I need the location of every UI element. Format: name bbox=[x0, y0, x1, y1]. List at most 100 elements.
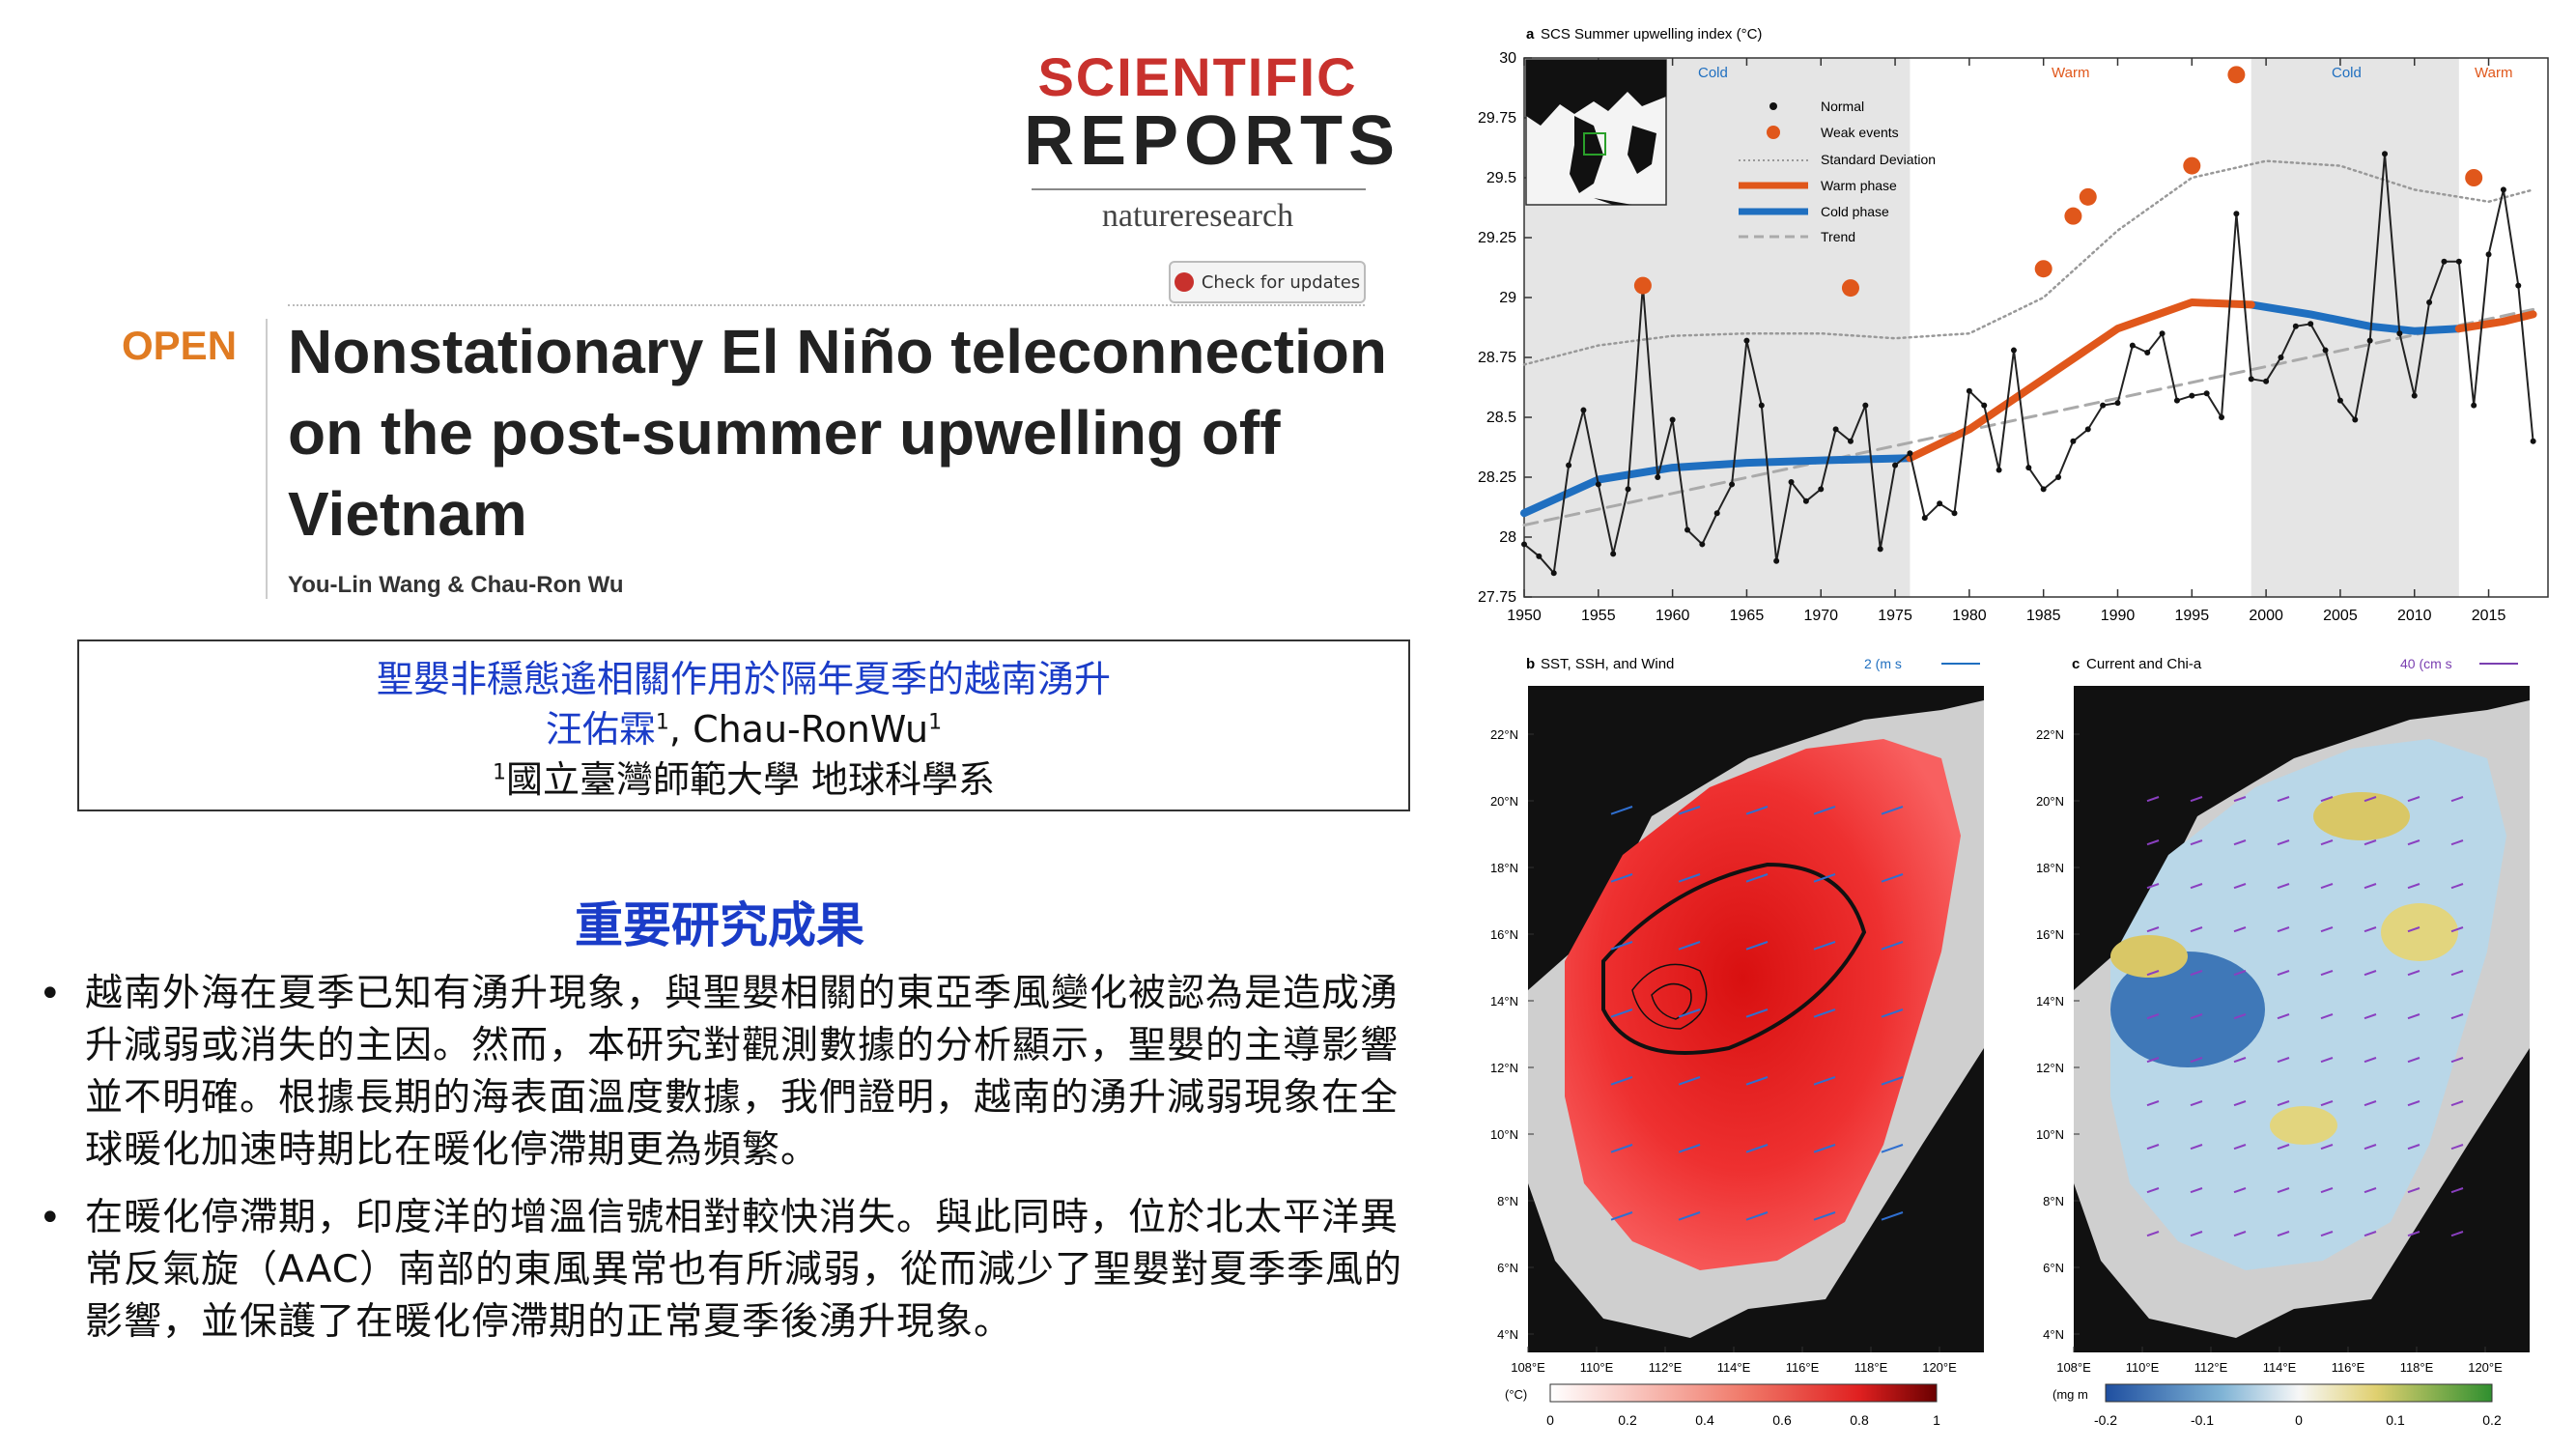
colorbar-tick-label: 0.2 bbox=[1618, 1412, 1637, 1428]
vector-arrow bbox=[2364, 883, 2377, 890]
vector-arrow bbox=[2364, 1057, 2377, 1064]
lat-tick-label: 6°N bbox=[1497, 1261, 1518, 1275]
upwelling-index-chart: a SCS Summer upwelling index (°C) Cold W… bbox=[1478, 26, 2549, 624]
y-tick-label: 28 bbox=[1499, 529, 1516, 546]
study-region-box bbox=[1583, 132, 1606, 156]
y-tick-label: 28.25 bbox=[1478, 469, 1516, 486]
normal-point bbox=[1566, 462, 1572, 469]
vector-arrow bbox=[1610, 873, 1633, 883]
lat-tick-label: 8°N bbox=[1497, 1194, 1518, 1208]
normal-point bbox=[2530, 438, 2536, 444]
y-tick-label: 27.75 bbox=[1478, 589, 1516, 606]
x-tick-label: 1980 bbox=[1952, 608, 1987, 624]
weak-event-point bbox=[2079, 187, 2097, 206]
open-access-label: OPEN bbox=[122, 323, 238, 368]
vector-arrow bbox=[1678, 1211, 1701, 1221]
panel-b-title: SST, SSH, and Wind bbox=[1541, 656, 1674, 672]
vector-arrow bbox=[1678, 941, 1701, 951]
legend-weak-events: Weak events bbox=[1821, 125, 1899, 140]
normal-point bbox=[2144, 350, 2151, 356]
y-tick-label: 29.25 bbox=[1478, 230, 1516, 246]
colorbar-tick-label: 0 bbox=[1546, 1412, 1554, 1428]
vector-arrow bbox=[1678, 1144, 1701, 1153]
normal-point bbox=[2426, 298, 2433, 305]
colorbar-tick-label: 0 bbox=[2295, 1412, 2303, 1428]
vector-arrow bbox=[1813, 941, 1836, 951]
vector-arrow bbox=[2277, 970, 2290, 977]
vector-arrow bbox=[2407, 1231, 2420, 1237]
y-tick-label: 30 bbox=[1499, 50, 1516, 67]
vector-arrow bbox=[2320, 1187, 2334, 1194]
vector-arrow bbox=[2407, 1057, 2420, 1064]
series-line-cold-phase bbox=[2247, 300, 2463, 335]
normal-point bbox=[2055, 474, 2062, 480]
vector-arrow bbox=[2450, 926, 2464, 933]
vector-arrow bbox=[1678, 1009, 1701, 1018]
x-tick-label: 1995 bbox=[2175, 608, 2210, 624]
normal-point bbox=[1669, 416, 1676, 423]
series-line-cold-phase bbox=[1520, 454, 1914, 518]
vector-arrow bbox=[2146, 1057, 2160, 1064]
normal-point bbox=[2129, 342, 2136, 349]
x-tick-label: 2010 bbox=[2397, 608, 2432, 624]
normal-point bbox=[2248, 376, 2254, 383]
vector-arrow bbox=[2190, 883, 2203, 890]
lat-tick-label: 4°N bbox=[2043, 1327, 2064, 1342]
journal-logo-line2: REPORTS bbox=[1024, 102, 1401, 180]
series-line-trend bbox=[1522, 307, 2535, 527]
vector-arrow bbox=[2407, 839, 2420, 846]
vector-arrow bbox=[2320, 883, 2334, 890]
vector-arrow bbox=[1610, 1009, 1633, 1018]
vector-arrow bbox=[2364, 1100, 2377, 1107]
vector-arrow bbox=[2450, 1057, 2464, 1064]
normal-point bbox=[1684, 526, 1690, 533]
colorbar-tick-label: 0.2 bbox=[2482, 1412, 2502, 1428]
lon-tick-label: 118°E bbox=[2400, 1360, 2434, 1375]
check-updates-button[interactable]: Check for updates bbox=[1169, 261, 1366, 303]
vector-arrow bbox=[2146, 883, 2160, 890]
lat-tick-label: 18°N bbox=[1490, 861, 1518, 875]
vector-arrow bbox=[2190, 926, 2203, 933]
vector-arrow bbox=[2364, 1013, 2377, 1020]
vector-arrow bbox=[1745, 873, 1769, 883]
y-tick-label: 29.75 bbox=[1478, 110, 1516, 127]
publisher-name: natureresearch bbox=[1101, 198, 1294, 234]
phase-label-warm-1: Warm bbox=[2052, 65, 2089, 81]
normal-point bbox=[1996, 467, 2002, 473]
vector-arrow bbox=[2277, 883, 2290, 890]
y-tick-label: 29.5 bbox=[1486, 170, 1516, 186]
normal-point bbox=[2441, 258, 2448, 265]
vector-arrow bbox=[2450, 1187, 2464, 1194]
vector-arrow bbox=[1881, 1009, 1904, 1018]
vector-arrow bbox=[2277, 1013, 2290, 1020]
lon-tick-label: 116°E bbox=[2332, 1360, 2365, 1375]
vector-arrow bbox=[2146, 1100, 2160, 1107]
bullet-icon: • bbox=[39, 972, 62, 1016]
x-tick-label: 1950 bbox=[1507, 608, 1542, 624]
x-tick-label: 1970 bbox=[1803, 608, 1838, 624]
x-tick-label: 2015 bbox=[2472, 608, 2506, 624]
normal-point bbox=[2396, 330, 2403, 337]
vector-arrow bbox=[2407, 1013, 2420, 1020]
normal-point bbox=[2173, 397, 2180, 404]
vector-arrow bbox=[2146, 926, 2160, 933]
weak-event-point bbox=[2183, 156, 2201, 175]
legend-std: Standard Deviation bbox=[1821, 152, 1936, 167]
chinese-title: 聖嬰非穩態遙相關作用於隔年夏季的越南湧升 bbox=[376, 658, 1111, 700]
vector-arrow bbox=[2277, 839, 2290, 846]
colorbar-tick-label: 0.1 bbox=[2386, 1412, 2405, 1428]
normal-point bbox=[2336, 397, 2343, 404]
normal-point bbox=[2322, 347, 2329, 354]
vector-arrow bbox=[2233, 970, 2247, 977]
vector-arrow bbox=[2190, 839, 2203, 846]
x-tick-label: 1965 bbox=[1730, 608, 1765, 624]
vector-arrow bbox=[2450, 839, 2464, 846]
legend-warm-phase: Warm phase bbox=[1821, 178, 1897, 193]
vector-arrow bbox=[2320, 1057, 2334, 1064]
vector-arrow bbox=[2233, 1231, 2247, 1237]
panel-a-label: a bbox=[1526, 26, 1535, 43]
sst-ssh-wind-map: b SST, SSH, and Wind 2 (m s 22°N20°N18°N… bbox=[1490, 656, 1984, 1428]
vector-arrow bbox=[1745, 941, 1769, 951]
x-tick-label: 1990 bbox=[2101, 608, 2136, 624]
normal-point bbox=[2159, 330, 2166, 337]
